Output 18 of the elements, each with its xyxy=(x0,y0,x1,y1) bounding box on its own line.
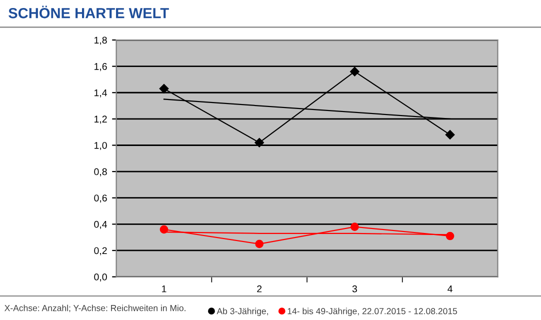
y-tick-label: 1,6 xyxy=(94,63,107,72)
y-tick-label: 0,8 xyxy=(94,168,107,176)
text: X-Achse: Anzahl; Y-Achse: Reichweiten in Mio. xyxy=(4,304,186,312)
y-tick-label: 0,4 xyxy=(94,220,108,229)
y-tick-label: 1,0 xyxy=(94,142,107,150)
x-tick-label: 1 xyxy=(162,285,166,292)
y-tick-label: 1,4 xyxy=(94,89,108,98)
y-tick-label: 0,6 xyxy=(94,194,107,203)
y-tick-label: 1,8 xyxy=(94,36,107,45)
legend-label: Ab 3-Jährige, xyxy=(216,308,268,316)
y-tick-label: 0,2 xyxy=(94,247,107,256)
x-tick-label: 3 xyxy=(352,285,357,292)
chart-title: SCHÖNE HARTE WELT xyxy=(8,6,169,18)
y-tick-label: 0,0 xyxy=(94,274,107,282)
y-tick-label: 1,2 xyxy=(94,116,107,124)
x-tick-label: 2 xyxy=(257,285,262,292)
legend-label: 14- bis 49-Jährige, 22.07.2015 - 12.08.2015 xyxy=(288,308,458,316)
x-tick-label: 4 xyxy=(448,285,452,292)
